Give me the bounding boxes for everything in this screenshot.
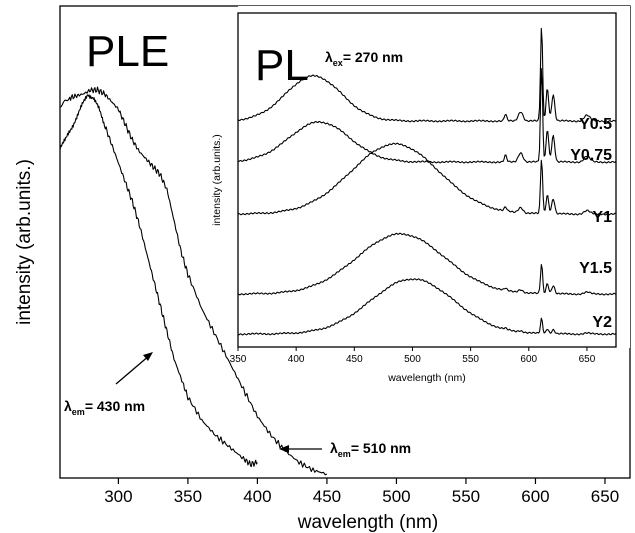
- main-x-tick-label: 400: [243, 487, 271, 506]
- svg-text:λem= 430 nm: λem= 430 nm: [64, 398, 145, 417]
- inset-x-axis-label: wavelength (nm): [387, 372, 466, 384]
- pl-curve-Y1: [237, 142, 616, 216]
- main-x-tick-label: 650: [591, 487, 619, 506]
- main-x-axis-label: wavelength (nm): [297, 512, 438, 533]
- ple-title: PLE: [86, 27, 169, 76]
- main-x-tick-label: 500: [382, 487, 410, 506]
- inset-x-tick-label: 400: [288, 354, 305, 365]
- main-x-tick-label: 550: [452, 487, 480, 506]
- main-x-tick-label: 600: [521, 487, 549, 506]
- excitation-text: = 270 nm: [343, 49, 403, 65]
- main-x-tick-label: 350: [174, 487, 202, 506]
- annotation-em-430-sub: em: [72, 407, 85, 417]
- main-x-tick-label: 300: [104, 487, 132, 506]
- ple-curve-1: [59, 86, 328, 476]
- inset-background: [238, 6, 630, 348]
- annotation-em-510: λem= 510 nm: [279, 440, 411, 459]
- ple-curve-0: [59, 94, 258, 468]
- excitation-sub: ex: [333, 58, 343, 68]
- pl-curve-Y0.75: [237, 68, 617, 164]
- main-y-axis-label: intensity (arb.units.): [14, 159, 35, 325]
- annotation-em-510-lambda: λ: [330, 440, 338, 456]
- inset-x-tick-label: 350: [230, 354, 247, 365]
- inset-x-tick-label: 650: [579, 354, 596, 365]
- pl-series-label: Y0.75: [570, 147, 612, 164]
- excitation-lambda: λ: [325, 49, 333, 65]
- annotation-em-430-text: = 430 nm: [85, 398, 145, 414]
- inset-x-ticks: 350 400 450 500 550 600 650: [230, 347, 596, 365]
- inset-x-tick-label: 450: [346, 354, 363, 365]
- pl-title: PL: [255, 41, 309, 90]
- pl-series-label: Y1: [592, 209, 612, 226]
- annotation-em-510-text: = 510 nm: [351, 440, 411, 456]
- inset-plot-frame: [237, 12, 617, 348]
- inset-x-tick-label: 600: [520, 354, 537, 365]
- inset-curves: Y0.5 Y0.75 Y1 Y1.5 Y2: [237, 27, 617, 336]
- main-x-tick-label: 450: [313, 487, 341, 506]
- inset-x-tick-label: 550: [462, 354, 479, 365]
- pl-curve-Y0.5: [237, 27, 617, 123]
- svg-text:λem= 510 nm: λem= 510 nm: [330, 440, 411, 459]
- pl-series-label: Y1.5: [579, 260, 612, 277]
- annotation-em-430-lambda: λ: [64, 398, 72, 414]
- pl-series-label: Y0.5: [579, 116, 612, 133]
- inset-x-tick-label: 500: [404, 354, 421, 365]
- inset-y-axis-label: intensity (arb.units.): [211, 134, 223, 226]
- pl-curve-Y1.5: [237, 232, 617, 296]
- main-curves: [59, 86, 328, 476]
- excitation-label: λex= 270 nm: [325, 49, 403, 68]
- pl-series-label: Y2: [592, 314, 612, 331]
- annotation-em-430: λem= 430 nm: [64, 352, 153, 417]
- annotation-em-510-sub: em: [338, 449, 351, 459]
- main-x-ticks: 300 350 400 450 500 550 600 650: [104, 478, 619, 506]
- pl-curve-Y2: [237, 278, 617, 336]
